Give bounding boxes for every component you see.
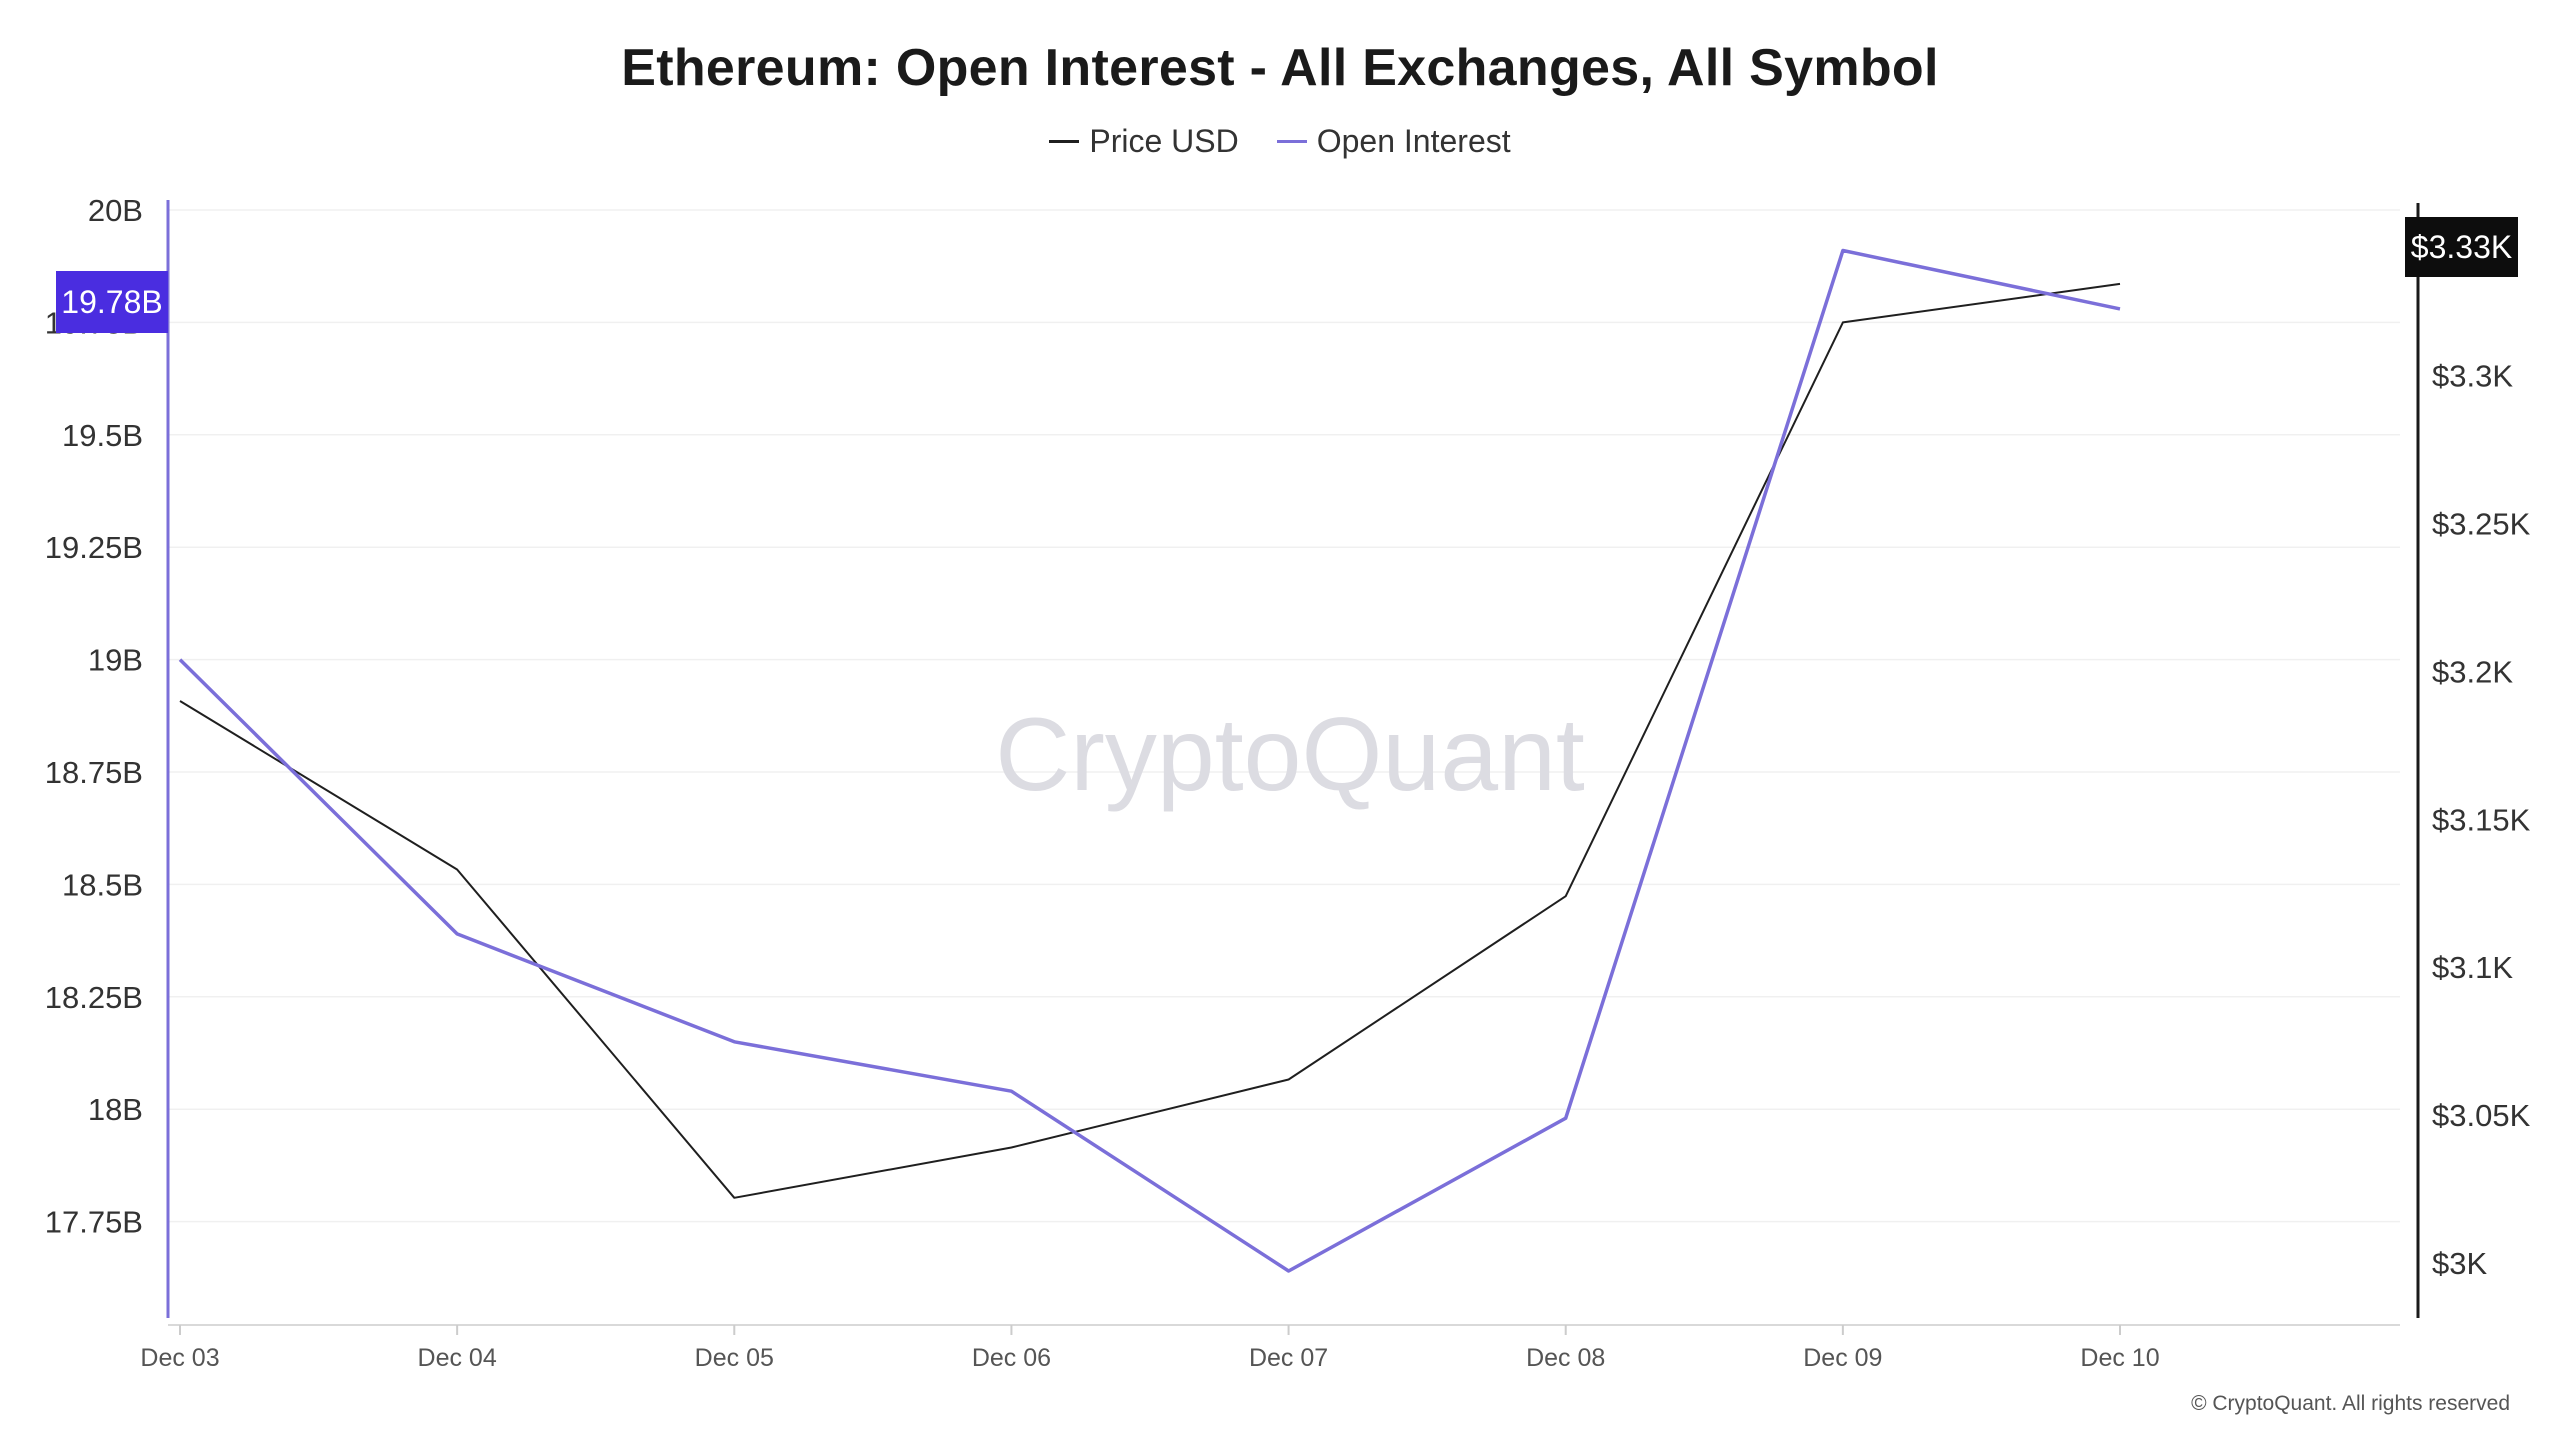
chart-legend: Price USD Open Interest: [0, 123, 2560, 160]
x-tick-label: Dec 07: [1249, 1344, 1328, 1372]
right-tick-label: $3.05K: [2432, 1098, 2531, 1133]
x-axis-ticks: Dec 03 Dec 04 Dec 05 Dec 06 Dec 07 Dec 08 Dec …: [140, 1325, 2160, 1372]
legend-item-price[interactable]: Price USD: [1049, 123, 1239, 160]
right-tick-label: $3.3K: [2432, 359, 2513, 394]
x-tick-label: Dec 04: [418, 1344, 497, 1372]
right-tick-label: $3.1K: [2432, 950, 2513, 985]
left-tick-label: 19.25B: [45, 530, 143, 565]
series-lines: [178, 248, 2121, 1273]
left-tick-label: 19.5B: [62, 418, 143, 453]
x-tick-label: Dec 03: [140, 1344, 219, 1372]
left-tick-label: 18.25B: [45, 980, 143, 1015]
series-line-open-interest[interactable]: [178, 248, 2121, 1273]
left-tick-label: 20B: [88, 193, 143, 228]
left-tick-label: 17.75B: [45, 1205, 143, 1240]
right-tick-label: $3K: [2432, 1246, 2487, 1281]
left-tick-label: 19B: [88, 643, 143, 678]
right-axis-ticks: $3K $3.05K $3.1K $3.15K $3.2K $3.25K $3.3K: [2432, 359, 2531, 1281]
x-tick-label: Dec 09: [1803, 1344, 1882, 1372]
right-tick-label: $3.15K: [2432, 802, 2531, 837]
legend-item-open-interest[interactable]: Open Interest: [1276, 123, 1511, 160]
x-tick-label: Dec 10: [2080, 1344, 2159, 1372]
current-value-right-badge: $3.33K: [2405, 217, 2518, 277]
legend-label-open-interest: Open Interest: [1316, 123, 1511, 159]
x-tick-label: Dec 06: [972, 1344, 1051, 1372]
axes: [166, 200, 2420, 1326]
copyright-text: © CryptoQuant. All rights reserved: [2191, 1392, 2510, 1415]
legend-swatch-open-interest: [1276, 140, 1307, 143]
left-axis-ticks: 17.75B 18B 18.25B 18.5B 18.75B 19B 19.25B 19.5B…: [45, 193, 143, 1240]
grid-lines: [168, 209, 2400, 1223]
left-tick-label: 18.75B: [45, 755, 143, 790]
left-tick-label: 18B: [88, 1092, 143, 1127]
legend-label-price: Price USD: [1089, 123, 1239, 159]
current-value-left-badge: 19.78B: [56, 271, 168, 333]
legend-swatch-price: [1049, 140, 1080, 143]
series-line-price-usd[interactable]: [179, 282, 2121, 1199]
left-tick-label: 18.5B: [62, 867, 143, 902]
watermark: CryptoQuant: [995, 697, 1585, 813]
x-tick-label: Dec 08: [1526, 1344, 1605, 1372]
x-tick-label: Dec 05: [695, 1344, 774, 1372]
right-tick-label: $3.2K: [2432, 654, 2513, 689]
chart-title: Ethereum: Open Interest - All Exchanges,…: [621, 39, 1939, 97]
right-tick-label: $3.25K: [2432, 507, 2531, 542]
